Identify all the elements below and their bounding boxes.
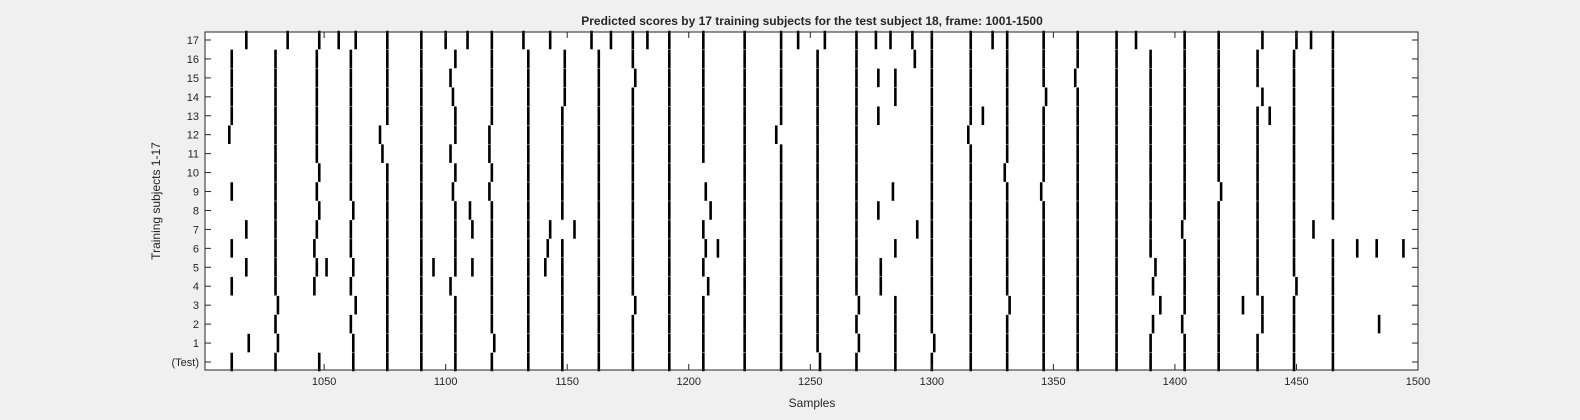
y-tick-label: 15 xyxy=(187,73,199,85)
x-tick-label: 1450 xyxy=(1284,376,1308,388)
y-tick-label: 4 xyxy=(193,281,199,293)
x-tick-label: 1200 xyxy=(676,376,700,388)
x-tick-label: 1150 xyxy=(555,376,579,388)
x-axis: 1050 1100 1150 1200 1250 1300 1350 1400 1450 1500 xyxy=(312,32,1430,388)
chart-title: Predicted scores by 17 training subjects… xyxy=(581,14,1043,28)
y-tick-label: 9 xyxy=(193,187,199,199)
x-tick-label: 1100 xyxy=(434,376,458,388)
x-tick-label: 1300 xyxy=(920,376,944,388)
y-tick-label: (Test) xyxy=(172,357,200,369)
y-tick-label: 3 xyxy=(193,300,199,312)
x-tick-label: 1500 xyxy=(1406,376,1430,388)
y-tick-label: 11 xyxy=(188,149,199,161)
y-tick-label: 16 xyxy=(187,54,199,66)
x-axis-label: Samples xyxy=(789,396,836,410)
y-tick-label: 8 xyxy=(193,205,199,217)
y-tick-label: 5 xyxy=(193,262,199,274)
y-tick-label: 13 xyxy=(187,111,199,123)
y-axis-label: Training subjects 1-17 xyxy=(149,142,163,260)
x-tick-label: 1050 xyxy=(312,376,336,388)
y-tick-label: 10 xyxy=(187,168,199,180)
plot-area xyxy=(205,32,1418,370)
y-tick-label: 12 xyxy=(187,130,199,142)
x-tick-label: 1250 xyxy=(798,376,822,388)
x-tick-label: 1400 xyxy=(1163,376,1187,388)
y-tick-label: 6 xyxy=(193,243,199,255)
y-tick-label: 2 xyxy=(193,319,199,331)
plot-frame xyxy=(204,31,1419,371)
y-tick-label: 7 xyxy=(193,224,199,236)
y-tick-label: 1 xyxy=(193,338,199,350)
y-tick-label: 17 xyxy=(187,35,199,47)
x-tick-label: 1350 xyxy=(1041,376,1065,388)
y-tick-label: 14 xyxy=(187,92,199,104)
